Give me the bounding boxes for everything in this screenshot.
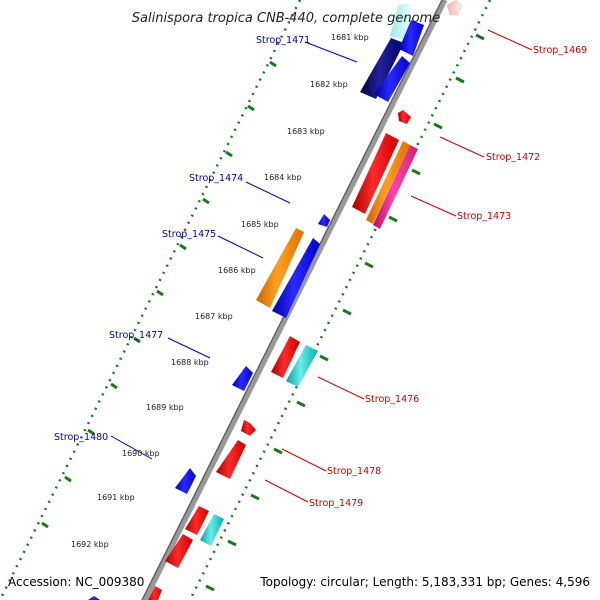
gene-strop-1473[interactable] xyxy=(373,145,418,229)
gene-strop-1478[interactable] xyxy=(216,440,246,479)
genome-backbone xyxy=(142,0,448,600)
gene-strop-1480[interactable] xyxy=(175,468,196,494)
kbp-scale-labels: 1681 kbp 1682 kbp 1683 kbp 1684 kbp 1685… xyxy=(71,33,369,549)
label-strop-1471[interactable]: Strop_1471 xyxy=(256,35,310,46)
outer-ring-tick-marks xyxy=(205,33,485,592)
map-title: Salinispora tropica CNB-440, complete ge… xyxy=(132,11,440,26)
gene-blue-bottom[interactable] xyxy=(88,596,100,600)
gene-strop-1469[interactable] xyxy=(446,0,463,16)
forward-gene-labels: Strop_1469 Strop_1472 Strop_1473 Strop_1… xyxy=(309,45,587,509)
kbp-tick-1690: 1690 kbp xyxy=(122,449,160,458)
reverse-gene-labels: Strop_1471 Strop_1474 Strop_1475 Strop_1… xyxy=(54,35,310,443)
gene-strop-1471-lower[interactable] xyxy=(374,56,410,102)
gene-strop-1475[interactable] xyxy=(256,228,304,308)
gene-strop-1471[interactable] xyxy=(360,38,404,99)
kbp-tick-1689: 1689 kbp xyxy=(146,403,184,412)
kbp-tick-1683: 1683 kbp xyxy=(287,127,325,136)
kbp-tick-1681: 1681 kbp xyxy=(331,33,369,42)
gene-strop-1472[interactable] xyxy=(352,133,399,214)
forward-strand-genes xyxy=(148,0,463,600)
label-strop-1474[interactable]: Strop_1474 xyxy=(189,173,243,184)
kbp-tick-1688: 1688 kbp xyxy=(171,358,209,367)
gene-strop-1479-red[interactable] xyxy=(185,506,209,535)
gene-strop-1476-red[interactable] xyxy=(271,336,300,378)
label-strop-1479[interactable]: Strop_1479 xyxy=(309,498,363,509)
gene-strop-1477[interactable] xyxy=(232,366,253,391)
gene-strop-1469-cyan[interactable] xyxy=(390,3,412,40)
label-strop-1480[interactable]: Strop_1480 xyxy=(54,432,108,443)
label-strop-1473[interactable]: Strop_1473 xyxy=(457,211,511,222)
label-strop-1476[interactable]: Strop_1476 xyxy=(365,394,419,405)
gene-strop-1476[interactable] xyxy=(286,345,318,387)
kbp-tick-1692: 1692 kbp xyxy=(71,540,109,549)
kbp-tick-1682: 1682 kbp xyxy=(310,80,348,89)
dotted-ring-outer xyxy=(188,0,492,600)
reverse-strand-genes xyxy=(88,3,424,600)
gene-red-lower-1[interactable] xyxy=(165,534,193,568)
label-strop-1472[interactable]: Strop_1472 xyxy=(486,152,540,163)
gene-blue-small-1[interactable] xyxy=(318,214,330,227)
label-strop-1469[interactable]: Strop_1469 xyxy=(533,45,587,56)
dotted-ring-inner xyxy=(0,0,302,600)
gene-red-small-1[interactable] xyxy=(398,110,411,124)
inner-ring-tick-marks xyxy=(41,60,277,529)
kbp-tick-1684: 1684 kbp xyxy=(264,173,302,182)
kbp-tick-1685: 1685 kbp xyxy=(241,220,279,229)
label-strop-1478[interactable]: Strop_1478 xyxy=(327,466,381,477)
gene-strop-1471-blue[interactable] xyxy=(399,20,424,56)
gene-strop-1475-blue[interactable] xyxy=(272,238,320,318)
gene-strop-1479[interactable] xyxy=(200,514,224,546)
accession-text: Accession: NC_009380 xyxy=(8,575,144,589)
topology-text: Topology: circular; Length: 5,183,331 bp… xyxy=(259,575,590,589)
label-leader-lines xyxy=(110,29,533,503)
gene-strop-1478-small[interactable] xyxy=(241,420,256,436)
label-strop-1477[interactable]: Strop_1477 xyxy=(109,330,163,341)
gene-red-lower-2[interactable] xyxy=(148,586,162,600)
gene-strop-1473-orange[interactable] xyxy=(366,141,410,224)
kbp-tick-1687: 1687 kbp xyxy=(195,312,233,321)
kbp-tick-1686: 1686 kbp xyxy=(218,266,256,275)
kbp-tick-1691: 1691 kbp xyxy=(97,493,135,502)
label-strop-1475[interactable]: Strop_1475 xyxy=(162,229,216,240)
